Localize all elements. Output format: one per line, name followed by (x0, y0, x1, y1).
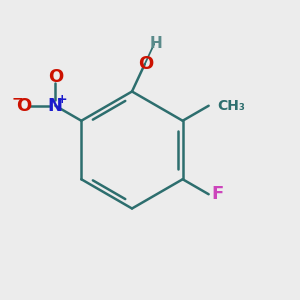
Text: F: F (212, 185, 224, 203)
Text: H: H (149, 36, 162, 51)
Text: +: + (57, 93, 67, 106)
Text: CH₃: CH₃ (218, 99, 245, 113)
Text: −: − (11, 91, 23, 105)
Text: O: O (16, 97, 32, 115)
Text: O: O (48, 68, 63, 86)
Text: O: O (139, 55, 154, 73)
Text: N: N (48, 97, 63, 115)
